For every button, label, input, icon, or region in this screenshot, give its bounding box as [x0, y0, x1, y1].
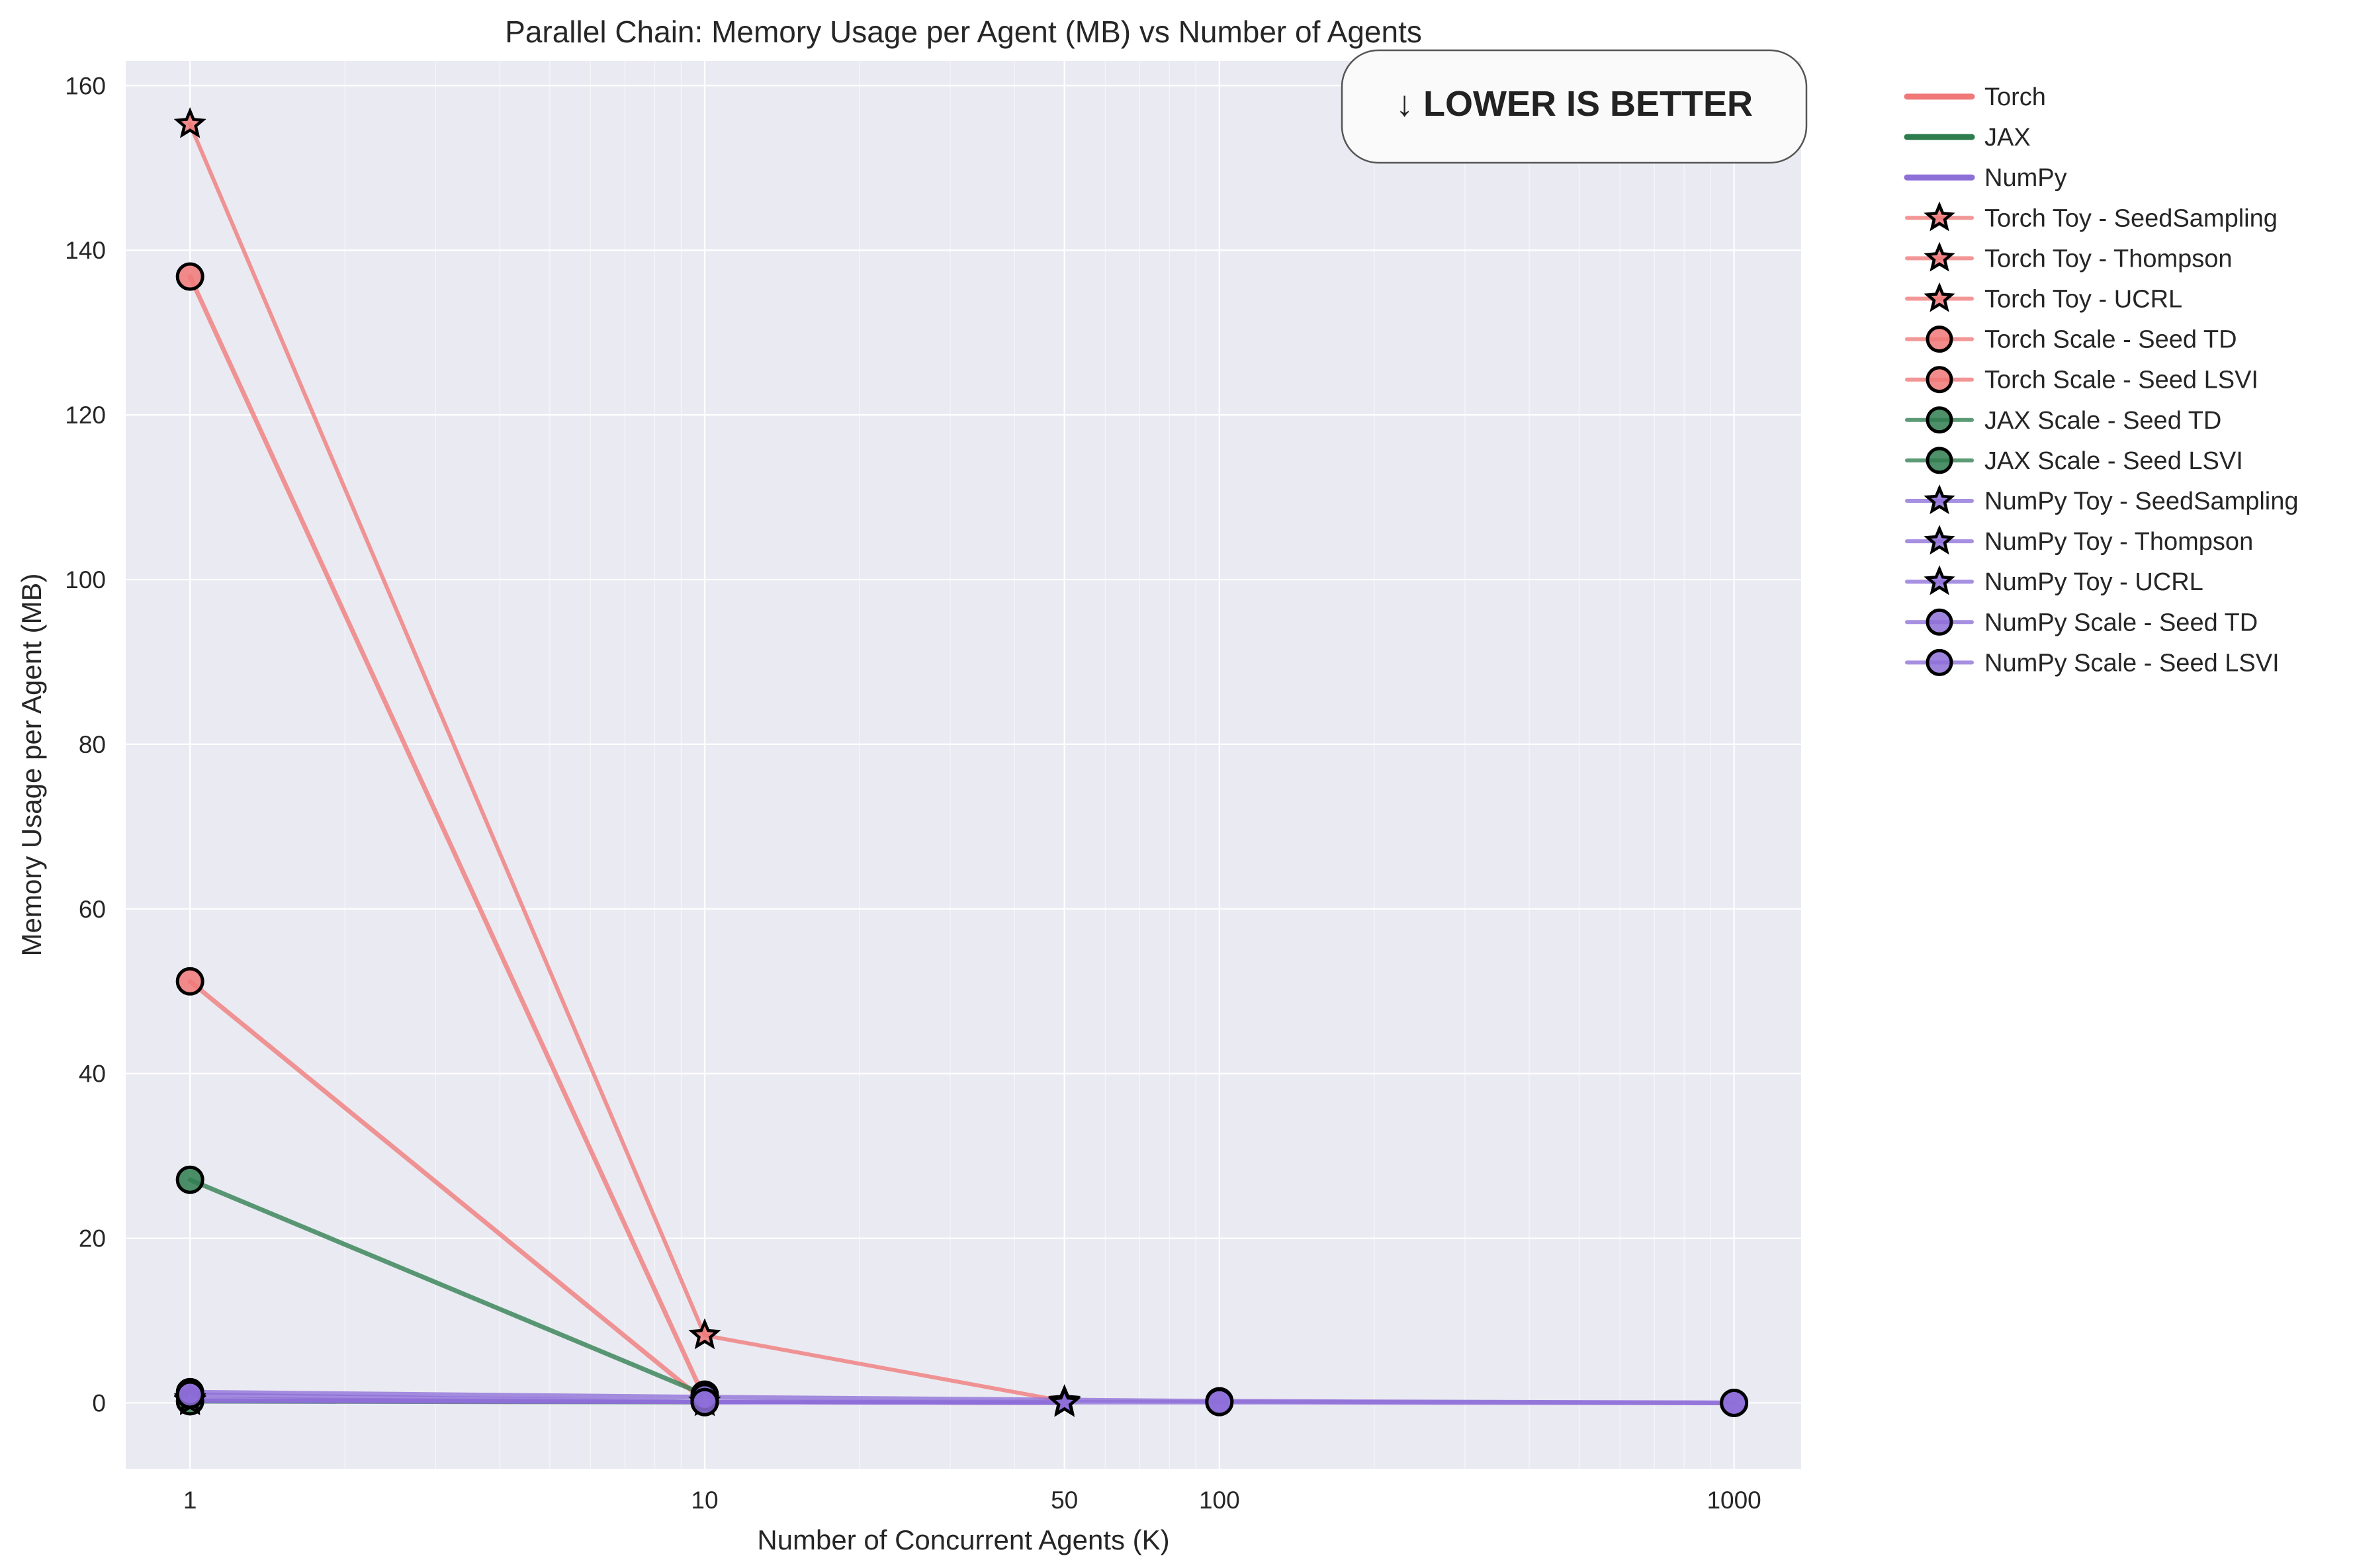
ticks: 1 10 50 100 1000 0 20 40 60 80 100 120 140 160 — [65, 72, 1761, 1514]
legend-entry: Torch Scale - Seed TD — [1905, 326, 2237, 354]
legend-label: Torch Toy - SeedSampling — [1984, 204, 2278, 232]
data-point — [173, 107, 206, 138]
legend-entry: JAX Scale - Seed LSVI — [1905, 447, 2243, 475]
y-tick-label: 100 — [65, 566, 106, 593]
legend-marker — [1926, 608, 1953, 636]
legend-entry: Torch Toy - SeedSampling — [1905, 201, 2278, 232]
legend-marker — [1924, 565, 1955, 595]
legend-marker — [1926, 406, 1953, 434]
y-tick-label: 140 — [65, 237, 106, 264]
x-tick-label: 1000 — [1707, 1487, 1761, 1514]
legend-entry: NumPy — [1904, 164, 2067, 192]
marker-layer — [173, 107, 1749, 1417]
legend-label: Torch Toy - Thompson — [1984, 245, 2233, 273]
legend-label: Torch — [1984, 83, 2046, 111]
lower-is-better-badge: ↓ LOWER IS BETTER — [1341, 49, 1808, 164]
series-line — [187, 274, 707, 1401]
chart-title: Parallel Chain: Memory Usage per Agent (… — [505, 15, 1422, 49]
data-point — [175, 1380, 204, 1409]
data-point — [1205, 1387, 1234, 1416]
data-point — [1048, 1385, 1081, 1417]
legend-marker — [1926, 447, 1953, 474]
legend-label: NumPy — [1984, 164, 2067, 192]
legend-entry: Torch Toy - UCRL — [1905, 282, 2182, 314]
legend-label: NumPy Scale - Seed LSVI — [1984, 649, 2280, 677]
x-tick-label: 10 — [691, 1487, 718, 1514]
legend-label: JAX — [1984, 124, 2031, 152]
legend-label: NumPy Toy - UCRL — [1984, 568, 2203, 596]
badge-text: ↓ LOWER IS BETTER — [1396, 84, 1753, 124]
y-tick-label: 160 — [65, 72, 106, 99]
legend-entry: NumPy Toy - UCRL — [1905, 565, 2203, 596]
data-point — [175, 1165, 204, 1194]
legend-entry: Torch Scale - Seed LSVI — [1905, 366, 2258, 394]
badge-box — [1341, 49, 1808, 164]
series-layer — [173, 107, 1749, 1417]
legend-label: Torch Scale - Seed TD — [1984, 326, 2237, 354]
legend-label: JAX Scale - Seed TD — [1984, 407, 2221, 435]
x-tick-label: 1 — [183, 1487, 197, 1514]
data-point — [688, 1318, 721, 1350]
legend-label: NumPy Toy - SeedSampling — [1984, 488, 2299, 515]
y-tick-label: 80 — [79, 731, 106, 758]
legend-label: Torch Toy - UCRL — [1984, 286, 2182, 314]
y-tick-label: 120 — [65, 402, 106, 429]
data-point — [690, 1387, 719, 1416]
legend-marker — [1924, 525, 1955, 555]
legend-marker — [1924, 201, 1955, 232]
x-tick-label: 100 — [1199, 1487, 1240, 1514]
series-line — [187, 979, 707, 1404]
legend-marker — [1926, 648, 1953, 676]
data-point — [1720, 1388, 1749, 1417]
legend-entry: Torch — [1904, 83, 2046, 111]
legend-marker — [1926, 366, 1953, 394]
legend-entry: NumPy Toy - Thompson — [1905, 525, 2253, 556]
plot-area — [126, 61, 1801, 1469]
grid — [126, 61, 1801, 1469]
data-point — [175, 262, 204, 291]
series-line — [187, 1392, 1737, 1405]
legend-marker — [1924, 484, 1955, 515]
data-point — [175, 967, 204, 996]
legend-label: NumPy Toy - Thompson — [1984, 528, 2253, 556]
legend-label: NumPy Scale - Seed TD — [1984, 609, 2258, 636]
x-axis-title: Number of Concurrent Agents (K) — [757, 1524, 1169, 1555]
legend-marker — [1924, 282, 1955, 312]
legend-label: Torch Scale - Seed LSVI — [1984, 367, 2258, 394]
legend-marker — [1926, 326, 1953, 353]
x-tick-label: 50 — [1051, 1487, 1078, 1514]
legend-marker — [1924, 241, 1955, 272]
legend: Torch JAX NumPy Torch Toy - SeedSampling Tor… — [1904, 83, 2299, 677]
legend-entry: NumPy Scale - Seed TD — [1905, 608, 2258, 636]
y-tick-label: 0 — [92, 1389, 106, 1416]
y-tick-label: 20 — [79, 1225, 106, 1252]
series-line — [187, 1177, 707, 1397]
legend-label: JAX Scale - Seed LSVI — [1984, 447, 2243, 475]
y-axis-title: Memory Usage per Agent (MB) — [16, 574, 47, 957]
legend-entry: NumPy Scale - Seed LSVI — [1905, 648, 2280, 677]
legend-entry: NumPy Toy - SeedSampling — [1905, 484, 2299, 515]
y-tick-label: 40 — [79, 1061, 106, 1088]
y-tick-label: 60 — [79, 896, 106, 923]
legend-entry: Torch Toy - Thompson — [1905, 241, 2233, 273]
legend-entry: JAX — [1904, 124, 2031, 152]
legend-entry: JAX Scale - Seed TD — [1905, 406, 2221, 435]
